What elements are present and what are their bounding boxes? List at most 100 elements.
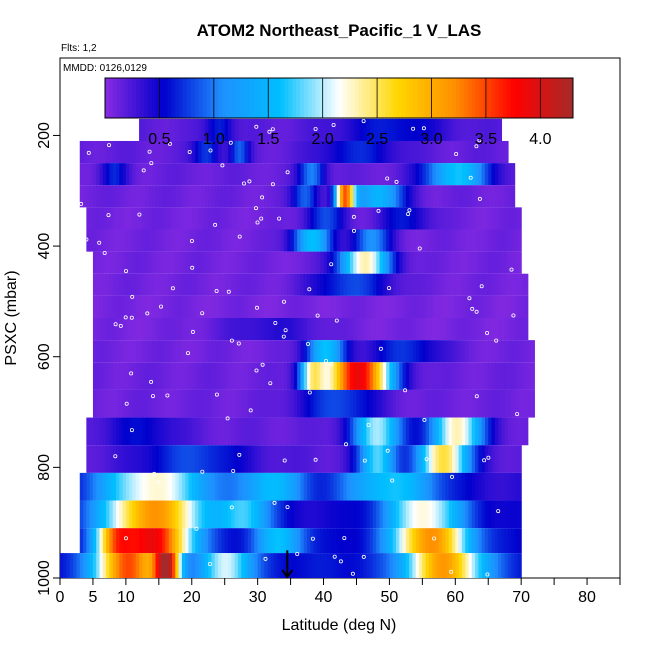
heatmap-cell	[402, 318, 407, 341]
heatmap-cell	[303, 140, 308, 164]
heatmap-cell	[422, 389, 427, 418]
heatmap-cell	[461, 163, 466, 186]
heatmap-cell	[221, 472, 226, 501]
heatmap-cell	[448, 163, 453, 186]
heatmap-cell	[359, 251, 364, 274]
colorbar-segment	[381, 78, 387, 118]
heatmap-cell	[310, 163, 315, 186]
heatmap-cell	[231, 185, 236, 208]
heatmap-cell	[452, 163, 456, 186]
heatmap-cell	[465, 340, 470, 363]
heatmap-cell	[353, 251, 358, 274]
heatmap-cell	[99, 417, 104, 446]
heatmap-cell	[428, 295, 433, 318]
heatmap-cell	[422, 273, 427, 296]
heatmap-cell	[428, 185, 433, 208]
heatmap-cell	[287, 445, 292, 473]
heatmap-cell	[379, 362, 384, 390]
heatmap-cell	[195, 500, 199, 529]
heatmap-cell	[231, 500, 236, 529]
heatmap-cell	[297, 273, 302, 296]
heatmap-cell	[346, 229, 351, 252]
heatmap-cell	[313, 185, 318, 208]
heatmap-cell	[251, 528, 255, 554]
heatmap-cell	[208, 295, 213, 318]
heatmap-cell	[204, 273, 209, 296]
heatmap-cell	[165, 500, 170, 529]
heatmap-cell	[290, 273, 295, 296]
heatmap-cell	[514, 229, 519, 252]
heatmap-cell	[251, 207, 255, 230]
heatmap-cell	[340, 207, 344, 230]
heatmap-cell	[511, 207, 516, 230]
heatmap-cell	[346, 528, 351, 554]
heatmap-cell	[257, 472, 262, 501]
heatmap-cell	[494, 362, 499, 390]
x-tick-label: 60	[446, 589, 464, 606]
heatmap-cell	[191, 340, 196, 363]
heatmap-cell	[116, 445, 120, 473]
heatmap-cell	[280, 340, 285, 363]
heatmap-cell	[211, 472, 216, 501]
heatmap-cell	[264, 140, 269, 164]
heatmap-cell	[260, 118, 265, 141]
heatmap-cell	[172, 295, 176, 318]
heatmap-cell	[458, 362, 463, 390]
heatmap-cell	[102, 445, 107, 473]
heatmap-cell	[455, 362, 460, 390]
heatmap-cell	[471, 389, 476, 418]
heatmap-cell	[452, 140, 456, 164]
heatmap-cell	[498, 140, 503, 164]
heatmap-cell	[125, 251, 130, 274]
heatmap-cell	[382, 445, 387, 473]
heatmap-cell	[79, 553, 84, 578]
heatmap-cell	[415, 118, 420, 141]
colorbar-tick-label: 1.0	[203, 131, 225, 148]
colorbar-segment	[545, 78, 551, 118]
heatmap-cell	[290, 318, 295, 341]
heatmap-cell	[102, 472, 107, 501]
heatmap-cell	[260, 273, 265, 296]
heatmap-cell	[330, 118, 335, 141]
sample-point	[432, 536, 437, 541]
heatmap-cell	[349, 445, 354, 473]
heatmap-cell	[251, 340, 255, 363]
heatmap-cell	[376, 445, 381, 473]
heatmap-cell	[191, 185, 196, 208]
heatmap-cell	[432, 163, 437, 186]
heatmap-cell	[435, 163, 440, 186]
heatmap-cell	[346, 445, 351, 473]
heatmap-cell	[504, 295, 509, 318]
heatmap-cell	[498, 251, 503, 274]
heatmap-cell	[336, 417, 341, 446]
heatmap-cell	[366, 118, 371, 141]
heatmap-cell	[359, 528, 364, 554]
sample-point	[485, 330, 490, 335]
heatmap-cell	[277, 295, 282, 318]
heatmap-cell	[168, 417, 173, 446]
chart-title: ATOM2 Northeast_Pacific_1 V_LAS	[197, 21, 482, 40]
heatmap-cell	[228, 389, 232, 418]
heatmap-cell	[165, 229, 170, 252]
colorbar-segment	[327, 78, 332, 118]
heatmap-cell	[396, 445, 400, 473]
heatmap-cell	[452, 500, 456, 529]
heatmap-cell	[517, 445, 522, 473]
heatmap-cell	[458, 185, 463, 208]
heatmap-cell	[251, 318, 255, 341]
heatmap-cell	[514, 389, 519, 418]
heatmap-cell	[280, 185, 285, 208]
colorbar-segment	[218, 78, 223, 118]
heatmap-cell	[428, 229, 433, 252]
sample-point	[283, 328, 288, 333]
heatmap-cell	[478, 273, 483, 296]
heatmap-cell	[297, 553, 302, 578]
colorbar-segment	[502, 78, 508, 118]
heatmap-cell	[369, 295, 374, 318]
heatmap-cell	[307, 140, 311, 164]
heatmap-cell	[155, 362, 160, 390]
heatmap-cell	[221, 229, 226, 252]
heatmap-cell	[336, 528, 341, 554]
heatmap-cell	[428, 163, 433, 186]
heatmap-cell	[438, 295, 443, 318]
